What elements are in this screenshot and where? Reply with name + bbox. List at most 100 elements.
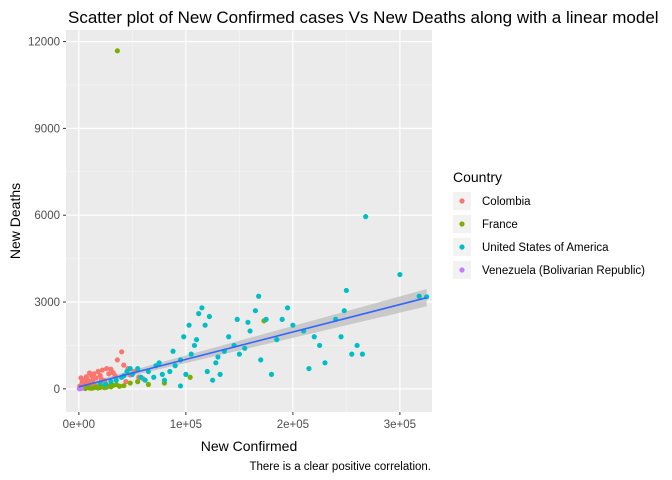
- legend-key-point: [459, 267, 465, 273]
- point-united-states-of-america: [284, 305, 291, 311]
- point-united-states-of-america: [202, 322, 208, 328]
- point-united-states-of-america: [311, 334, 317, 340]
- legend-key-point: [459, 198, 465, 204]
- y-axis: 0 3000 6000 9000 12000: [28, 37, 66, 396]
- point-united-states-of-america: [256, 293, 262, 299]
- chart-title: Scatter plot of New Confirmed cases Vs N…: [68, 8, 659, 27]
- point-colombia: [91, 371, 97, 377]
- point-france: [114, 48, 120, 54]
- point-united-states-of-america: [236, 351, 242, 357]
- point-united-states-of-america: [170, 348, 176, 354]
- point-united-states-of-america: [343, 287, 349, 294]
- point-united-states-of-america: [341, 308, 347, 314]
- point-united-states-of-america: [135, 365, 141, 372]
- y-axis-title: New Deaths: [7, 183, 23, 259]
- point-united-states-of-america: [127, 365, 133, 372]
- plot-panel: [66, 30, 432, 412]
- legend-title: Country: [453, 169, 502, 185]
- point-colombia: [123, 379, 129, 385]
- y-tick-label: 3000: [34, 297, 60, 309]
- point-united-states-of-america: [199, 305, 205, 311]
- legend-label: Venezuela (Bolivarian Republic): [482, 265, 645, 277]
- point-united-states-of-america: [242, 345, 248, 351]
- point-united-states-of-america: [213, 360, 219, 366]
- legend-label: Colombia: [482, 196, 531, 208]
- y-tick-label: 6000: [34, 210, 60, 222]
- x-axis: 0e+00 1e+05 2e+05 3e+05: [63, 412, 416, 431]
- point-united-states-of-america: [258, 357, 264, 363]
- regression-line: [78, 296, 427, 388]
- point-colombia: [119, 349, 125, 355]
- point-united-states-of-america: [215, 354, 221, 360]
- legend-key-point: [459, 244, 465, 250]
- x-tick-label: 0e+00: [63, 419, 95, 431]
- x-tick-label: 3e+05: [384, 419, 416, 431]
- point-united-states-of-america: [354, 342, 360, 349]
- point-france: [187, 374, 193, 380]
- point-france: [116, 383, 123, 389]
- point-colombia: [95, 368, 101, 375]
- point-colombia: [84, 376, 91, 383]
- point-united-states-of-america: [183, 371, 189, 377]
- grid-major: [66, 30, 432, 412]
- point-united-states-of-america: [159, 371, 165, 377]
- point-united-states-of-america: [245, 319, 251, 325]
- legend-key-point: [459, 221, 465, 227]
- point-united-states-of-america: [397, 271, 403, 278]
- point-united-states-of-america: [290, 322, 296, 328]
- y-tick-label: 9000: [34, 123, 60, 135]
- point-colombia: [106, 371, 112, 377]
- point-colombia: [99, 367, 105, 373]
- point-united-states-of-america: [317, 342, 323, 349]
- point-united-states-of-america: [363, 214, 369, 220]
- point-united-states-of-america: [188, 351, 194, 357]
- point-colombia: [104, 365, 110, 372]
- point-united-states-of-america: [102, 381, 109, 388]
- chart-caption: There is a clear positive correlation.: [249, 461, 431, 473]
- point-united-states-of-america: [167, 368, 173, 375]
- point-united-states-of-america: [416, 293, 422, 299]
- point-united-states-of-america: [210, 377, 216, 383]
- point-united-states-of-america: [322, 360, 328, 366]
- point-united-states-of-america: [274, 337, 280, 343]
- legend-label: France: [482, 219, 518, 231]
- point-united-states-of-america: [113, 377, 119, 383]
- legend: Country Colombia France United States of A…: [453, 169, 645, 279]
- point-united-states-of-america: [161, 377, 168, 383]
- point-united-states-of-america: [263, 316, 269, 322]
- point-united-states-of-america: [338, 334, 344, 340]
- point-united-states-of-america: [217, 371, 223, 377]
- point-united-states-of-america: [145, 368, 152, 375]
- point-united-states-of-america: [186, 322, 192, 328]
- y-tick-label: 12000: [28, 37, 60, 49]
- point-united-states-of-america: [359, 351, 366, 357]
- grid-minor: [66, 30, 432, 412]
- point-france: [121, 383, 127, 389]
- point-colombia: [114, 357, 120, 363]
- point-united-states-of-america: [204, 368, 210, 375]
- point-united-states-of-america: [172, 363, 178, 369]
- point-united-states-of-america: [247, 328, 253, 334]
- fit-band: [78, 289, 427, 389]
- point-colombia: [93, 375, 99, 381]
- point-united-states-of-america: [177, 383, 184, 389]
- point-united-states-of-america: [279, 316, 285, 322]
- x-axis-title: New Confirmed: [201, 438, 297, 454]
- point-france: [145, 381, 152, 388]
- point-united-states-of-america: [306, 365, 312, 372]
- point-united-states-of-america: [252, 308, 259, 314]
- point-france: [135, 379, 141, 385]
- point-united-states-of-america: [349, 351, 355, 357]
- point-united-states-of-america: [108, 379, 114, 385]
- x-tick-label: 1e+05: [170, 419, 202, 431]
- x-tick-label: 2e+05: [277, 419, 309, 431]
- point-united-states-of-america: [151, 374, 157, 380]
- point-united-states-of-america: [142, 377, 148, 383]
- legend-label: United States of America: [482, 242, 609, 254]
- point-united-states-of-america: [234, 316, 240, 322]
- point-france: [127, 380, 133, 386]
- point-united-states-of-america: [193, 337, 200, 343]
- point-colombia: [121, 362, 127, 368]
- point-united-states-of-america: [138, 374, 144, 380]
